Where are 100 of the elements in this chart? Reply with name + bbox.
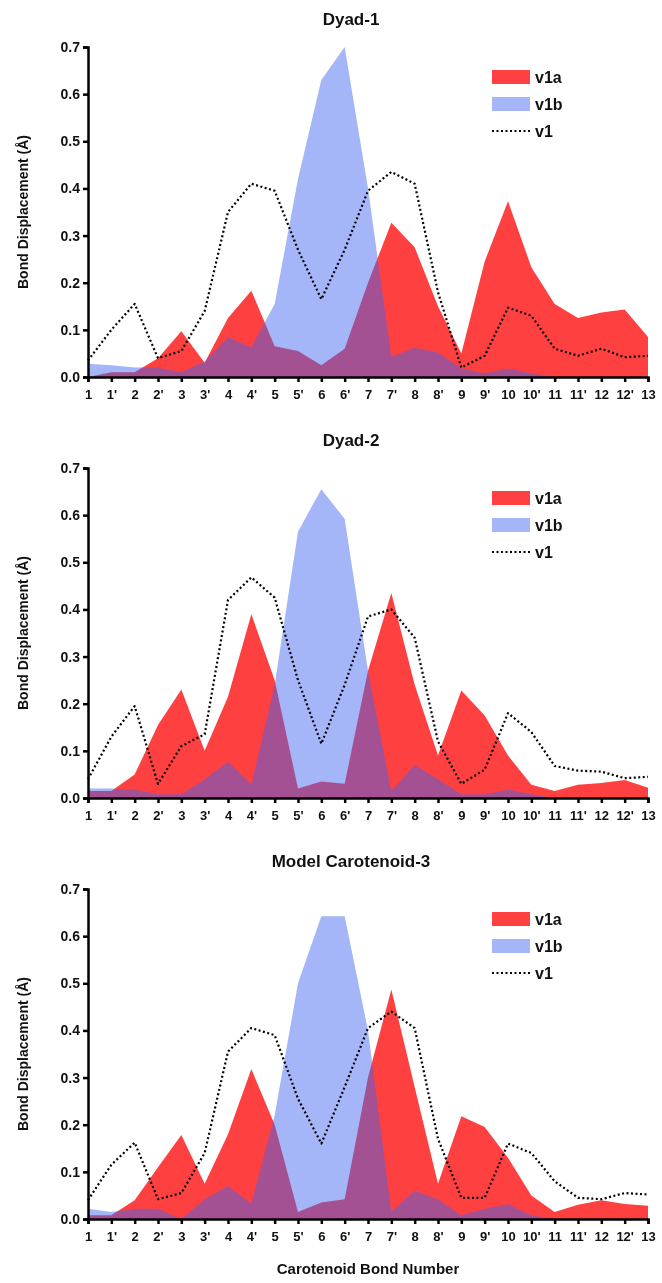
x-tick-label: 6 — [318, 387, 326, 403]
y-axis-title: Bond Displacement (Å) — [15, 555, 31, 711]
x-tick-label: 1' — [106, 808, 117, 824]
x-tick-label: 2 — [131, 808, 139, 824]
y-tick-label: 0.6 — [60, 86, 81, 103]
y-tick-label: 0.2 — [60, 274, 81, 291]
x-tick-label: 5 — [271, 808, 279, 824]
y-tick-label: 0.7 — [60, 880, 81, 897]
x-tick-label: 3 — [178, 808, 186, 824]
x-tick-label: 12 — [594, 808, 610, 824]
x-tick-label: 8 — [411, 808, 419, 824]
y-tick-label: 0.4 — [60, 180, 81, 197]
x-tick-label: 13 — [641, 387, 656, 403]
x-tick-label: 6' — [340, 808, 351, 824]
y-tick-label: 0.1 — [60, 321, 81, 338]
x-tick-label: 7 — [364, 387, 373, 403]
y-tick-label: 0.3 — [60, 648, 81, 665]
x-tick-label: 7 — [364, 808, 373, 824]
y-tick-label: 0.0 — [60, 789, 81, 806]
x-tick-label: 7' — [386, 1229, 397, 1245]
x-tick-label: 8 — [411, 1229, 419, 1245]
x-tick-label: 10 — [501, 387, 516, 403]
y-tick-label: 0.0 — [60, 368, 81, 385]
y-tick-label: 0.4 — [60, 601, 81, 618]
chart-title: Dyad-1 — [322, 10, 380, 29]
x-tick-label: 11 — [548, 1229, 563, 1245]
x-tick-label: 1 — [84, 1229, 93, 1245]
chart-title: Model Carotenoid-3 — [271, 852, 431, 871]
legend-label: v1 — [535, 965, 553, 982]
x-tick-label: 3 — [178, 387, 186, 403]
x-tick-label: 5 — [271, 387, 279, 403]
x-tick-label: 13 — [641, 808, 656, 824]
legend-label: v1 — [535, 544, 553, 561]
y-tick-label: 0.1 — [60, 1163, 81, 1180]
y-tick-label: 0.1 — [60, 742, 81, 759]
x-tick-label: 12 — [594, 1229, 610, 1245]
y-tick-label: 0.6 — [60, 928, 81, 945]
x-tick-label: 9 — [458, 1229, 466, 1245]
x-tick-label: 12' — [616, 387, 634, 403]
x-tick-label: 5' — [293, 387, 304, 403]
x-tick-label: 10 — [501, 1229, 516, 1245]
x-tick-label: 13 — [641, 1229, 656, 1245]
x-tick-label: 11 — [548, 387, 563, 403]
x-tick-label: 4' — [246, 387, 257, 403]
y-tick-label: 0.7 — [60, 459, 81, 476]
x-tick-label: 9' — [480, 387, 491, 403]
x-tick-label: 8' — [433, 1229, 444, 1245]
x-tick-label: 9' — [480, 808, 491, 824]
x-tick-label: 9 — [458, 387, 466, 403]
x-tick-label: 4 — [224, 387, 233, 403]
y-axis-title: Bond Displacement (Å) — [15, 134, 31, 290]
legend-label: v1b — [535, 938, 563, 955]
x-tick-label: 12' — [616, 808, 634, 824]
y-tick-label: 0.5 — [60, 975, 81, 992]
x-tick-label: 9 — [458, 808, 466, 824]
x-tick-label: 7' — [386, 808, 397, 824]
legend-label: v1a — [535, 911, 562, 928]
x-tick-label: 6' — [340, 387, 351, 403]
x-tick-label: 5' — [293, 1229, 304, 1245]
x-tick-label: 6 — [318, 808, 326, 824]
x-tick-label: 9' — [480, 1229, 491, 1245]
x-axis-title: Carotenoid Bond Number — [276, 1260, 460, 1277]
x-tick-label: 12 — [594, 387, 610, 403]
y-tick-label: 0.3 — [60, 1069, 81, 1086]
x-tick-label: 4' — [246, 1229, 257, 1245]
x-tick-label: 11' — [570, 1229, 587, 1245]
x-tick-label: 2 — [131, 387, 139, 403]
legend-label: v1b — [535, 96, 563, 113]
x-tick-label: 10 — [501, 808, 516, 824]
x-tick-label: 2 — [131, 1229, 139, 1245]
y-axis-title: Bond Displacement (Å) — [15, 976, 31, 1132]
x-tick-label: 2' — [153, 808, 164, 824]
y-tick-label: 0.0 — [60, 1210, 81, 1227]
x-tick-label: 6' — [340, 1229, 351, 1245]
x-tick-label: 5 — [271, 1229, 279, 1245]
y-tick-label: 0.2 — [60, 695, 81, 712]
x-tick-label: 4' — [246, 808, 257, 824]
x-tick-label: 8' — [433, 808, 444, 824]
x-tick-label: 12' — [616, 1229, 634, 1245]
x-tick-label: 8' — [433, 387, 444, 403]
x-tick-label: 11' — [570, 808, 587, 824]
legend-label: v1b — [535, 517, 563, 534]
chart-title: Dyad-2 — [322, 431, 380, 450]
x-tick-label: 3 — [178, 1229, 186, 1245]
x-tick-label: 11' — [570, 387, 587, 403]
legend-label: v1 — [535, 123, 553, 140]
y-tick-label: 0.6 — [60, 507, 81, 524]
y-tick-label: 0.5 — [60, 554, 81, 571]
x-tick-label: 10' — [523, 808, 541, 824]
x-tick-label: 10' — [523, 387, 541, 403]
legend-label: v1a — [535, 490, 562, 507]
x-tick-label: 6 — [318, 1229, 326, 1245]
x-tick-label: 2' — [153, 387, 164, 403]
x-tick-label: 8 — [411, 387, 419, 403]
x-tick-label: 7 — [364, 1229, 373, 1245]
x-tick-label: 1' — [106, 1229, 117, 1245]
y-tick-label: 0.3 — [60, 227, 81, 244]
y-tick-label: 0.7 — [60, 38, 81, 55]
y-tick-label: 0.2 — [60, 1116, 81, 1133]
legend-label: v1a — [535, 69, 562, 86]
